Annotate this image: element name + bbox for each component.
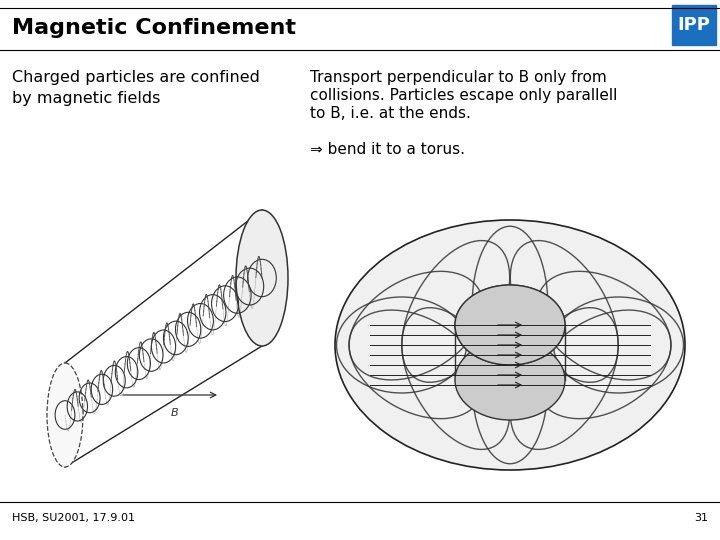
FancyBboxPatch shape — [672, 5, 716, 45]
Text: B: B — [171, 408, 179, 418]
Text: Magnetic Confinement: Magnetic Confinement — [12, 18, 296, 38]
Ellipse shape — [47, 363, 83, 467]
Ellipse shape — [455, 340, 565, 420]
Ellipse shape — [455, 285, 565, 365]
Text: 31: 31 — [694, 513, 708, 523]
Text: ⇒ bend it to a torus.: ⇒ bend it to a torus. — [310, 142, 465, 157]
Ellipse shape — [335, 220, 685, 470]
Text: Charged particles are confined
by magnetic fields: Charged particles are confined by magnet… — [12, 70, 260, 106]
Ellipse shape — [455, 285, 565, 365]
Ellipse shape — [236, 210, 288, 346]
Text: IPP: IPP — [678, 16, 711, 34]
Text: collisions. Particles escape only parallell: collisions. Particles escape only parall… — [310, 88, 617, 103]
Text: HSB, SU2001, 17.9.01: HSB, SU2001, 17.9.01 — [12, 513, 135, 523]
Text: Transport perpendicular to B only from: Transport perpendicular to B only from — [310, 70, 607, 85]
Text: to B, i.e. at the ends.: to B, i.e. at the ends. — [310, 106, 471, 121]
